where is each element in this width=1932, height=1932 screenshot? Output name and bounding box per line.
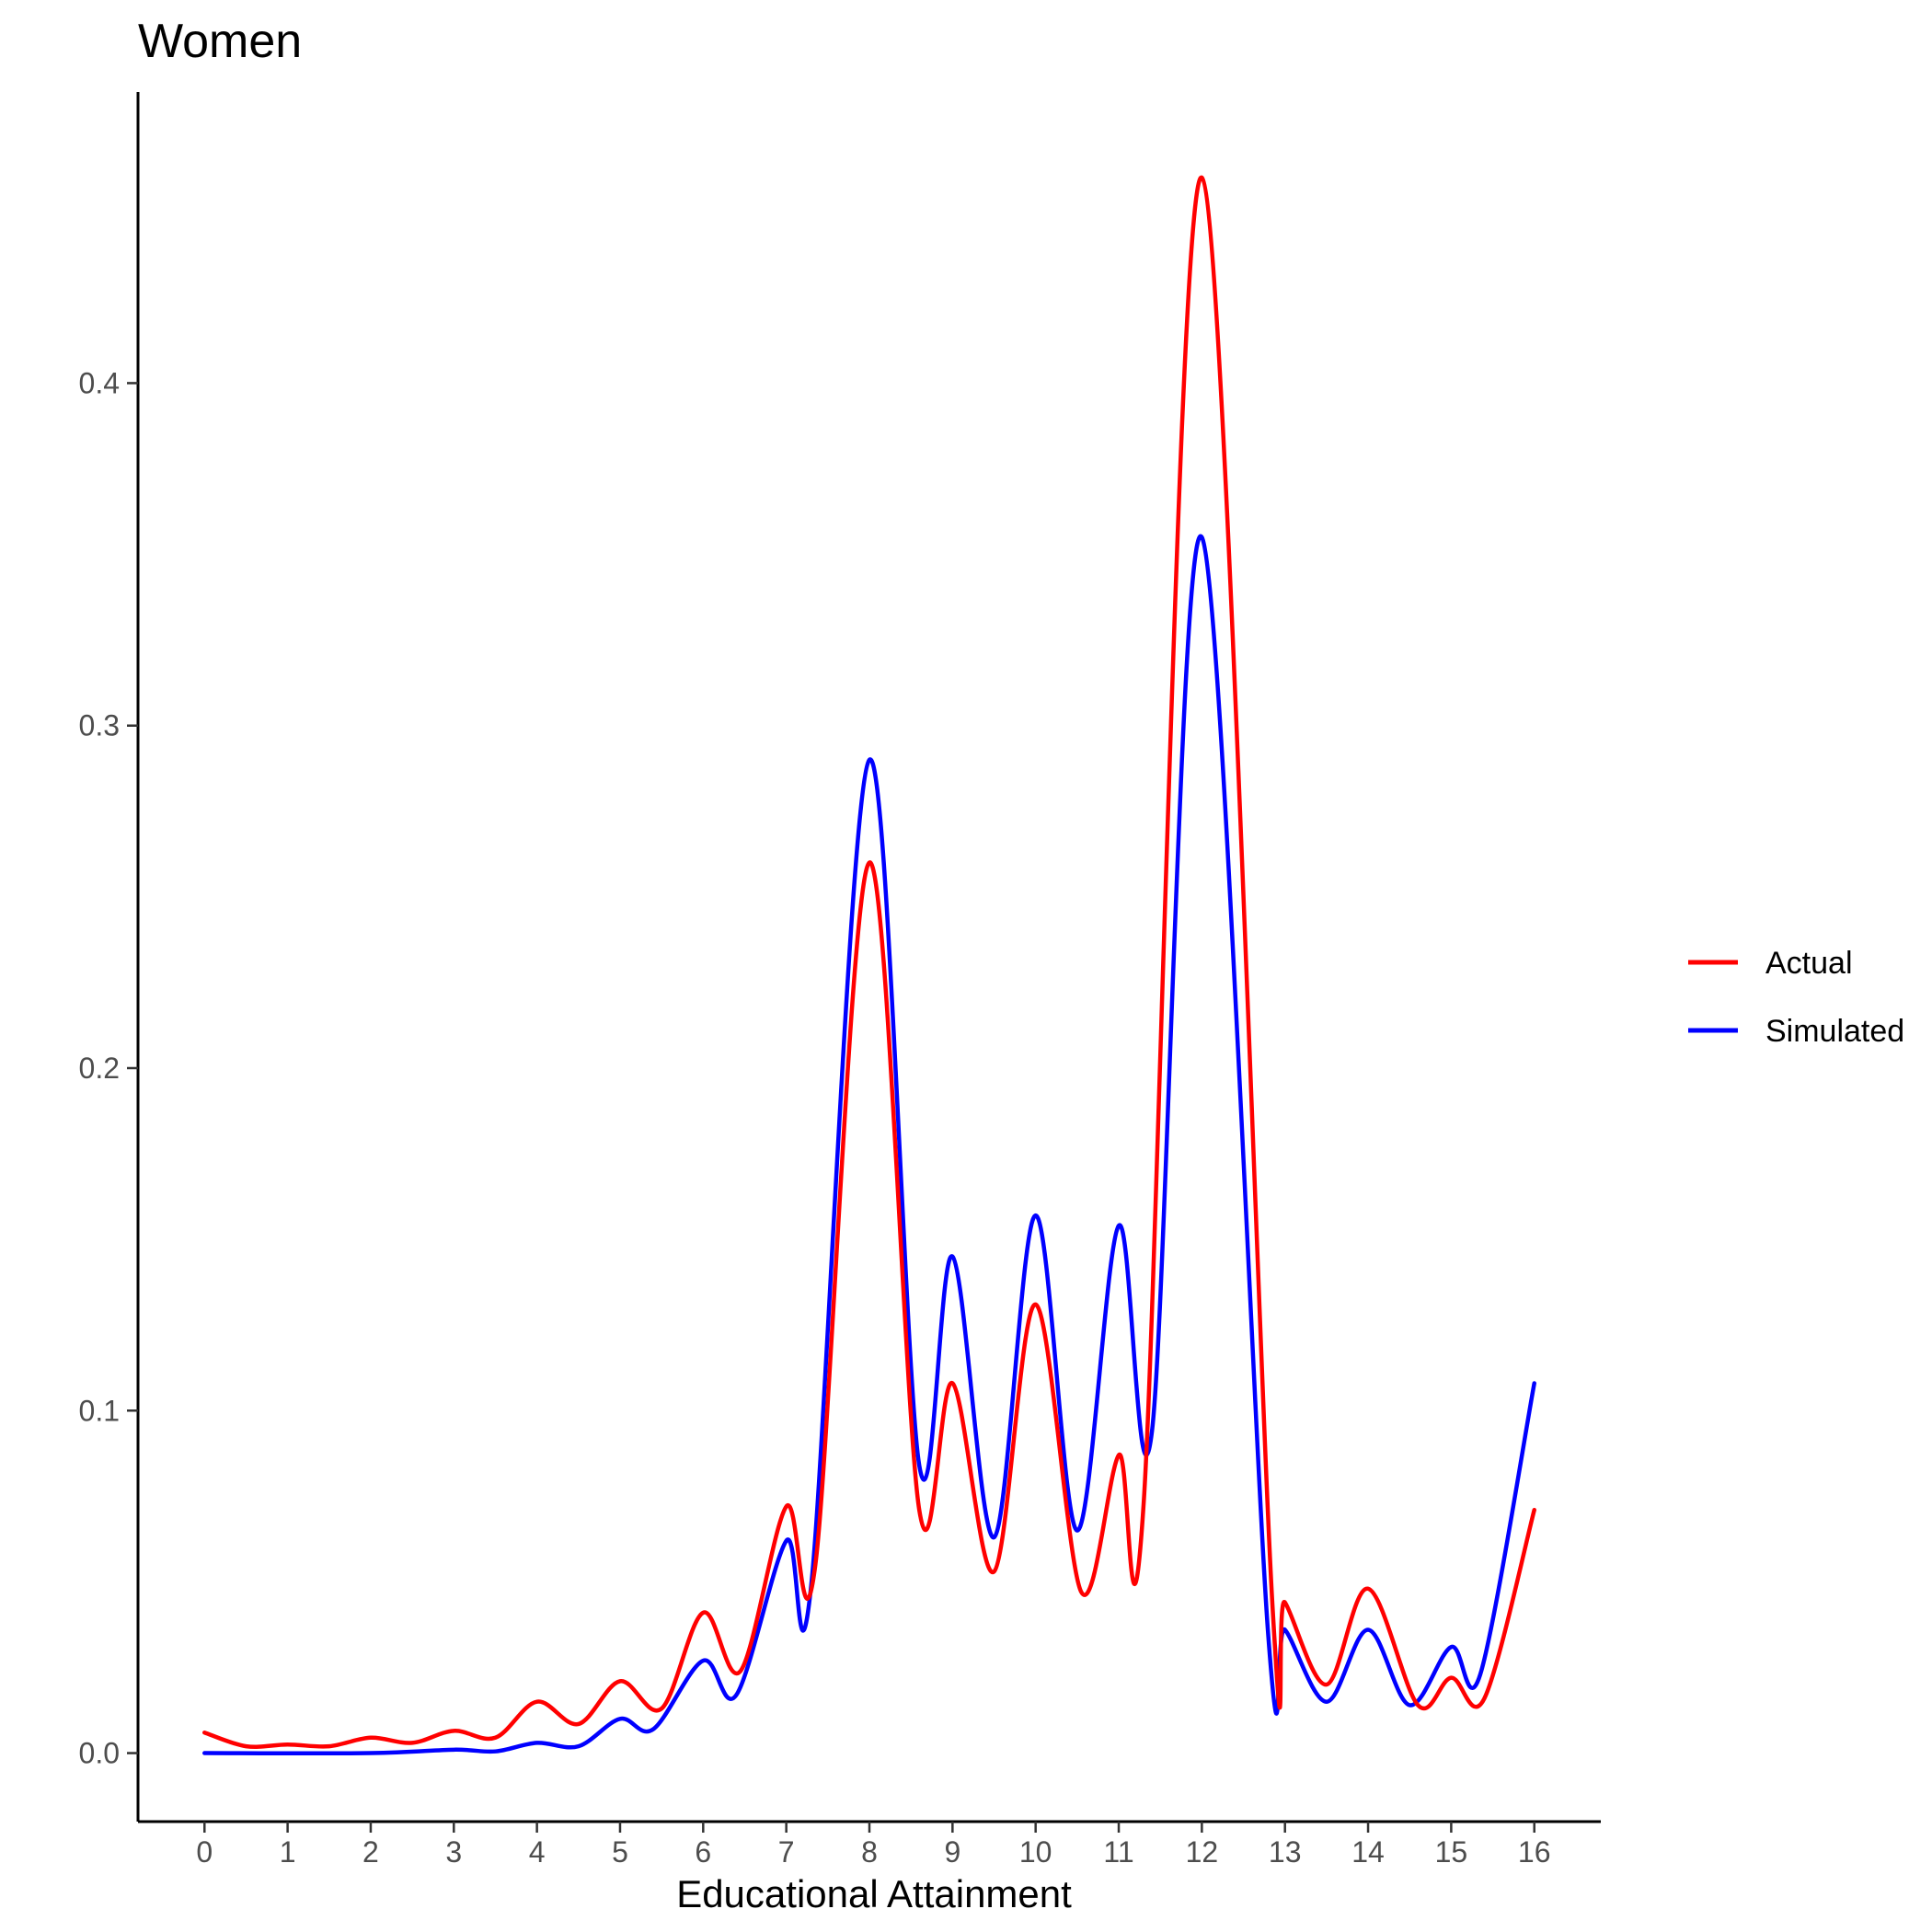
x-tick-label: 12 — [1186, 1835, 1219, 1869]
y-tick-label: 0.3 — [79, 709, 120, 742]
x-tick-label: 13 — [1269, 1835, 1302, 1869]
x-tick-label: 8 — [861, 1835, 878, 1869]
plot-area: 0 1 2 3 4 5 6 7 8 9 10 11 12 13 14 15 160.00.10.20.30.4 — [79, 92, 1601, 1869]
y-tick-label: 0.0 — [79, 1737, 120, 1770]
x-tick-label: 1 — [280, 1835, 296, 1869]
x-tick-label: 4 — [529, 1835, 546, 1869]
x-tick-label: 15 — [1435, 1835, 1468, 1869]
legend: Actual Simulated — [1688, 946, 1904, 1049]
y-tick-label: 0.2 — [79, 1052, 120, 1085]
x-tick-label: 7 — [778, 1835, 795, 1869]
y-tick-label: 0.4 — [79, 366, 120, 399]
x-tick-label: 14 — [1351, 1835, 1385, 1869]
series-line-simulated — [202, 534, 1536, 1756]
x-tick-label: 0 — [196, 1835, 213, 1869]
x-axis-label: Educational Attainment — [676, 1872, 1072, 1915]
legend-label-simulated: Simulated — [1765, 1014, 1904, 1049]
x-tick-label: 9 — [944, 1835, 960, 1869]
x-tick-label: 3 — [445, 1835, 462, 1869]
x-tick-label: 2 — [362, 1835, 379, 1869]
chart-title: Women — [138, 15, 302, 68]
x-tick-label: 16 — [1518, 1835, 1551, 1869]
x-tick-label: 11 — [1103, 1835, 1133, 1869]
series-line-actual — [202, 175, 1536, 1749]
x-tick-label: 6 — [695, 1835, 711, 1869]
x-tick-label: 10 — [1019, 1835, 1052, 1869]
x-tick-label: 5 — [612, 1835, 628, 1869]
y-tick-label: 0.1 — [79, 1394, 120, 1427]
legend-label-actual: Actual — [1765, 946, 1853, 981]
